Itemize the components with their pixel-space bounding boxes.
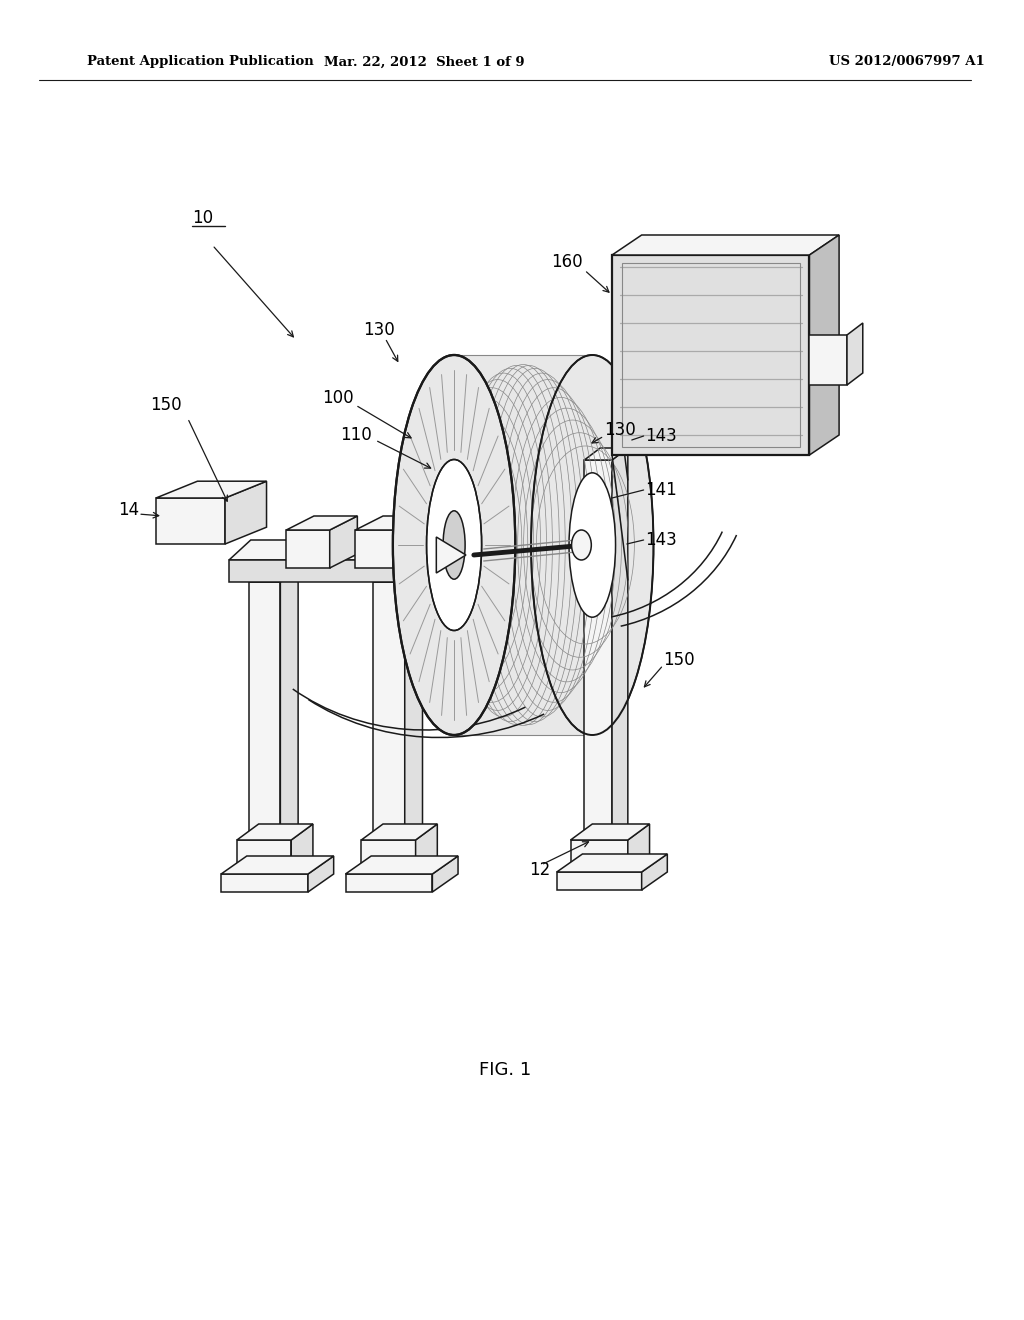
Polygon shape <box>225 482 266 544</box>
Ellipse shape <box>427 459 481 631</box>
Polygon shape <box>229 540 454 560</box>
Text: Mar. 22, 2012  Sheet 1 of 9: Mar. 22, 2012 Sheet 1 of 9 <box>325 55 524 69</box>
Polygon shape <box>373 568 423 582</box>
Polygon shape <box>291 824 313 874</box>
Polygon shape <box>628 824 649 873</box>
Text: 150: 150 <box>664 651 695 669</box>
Text: 14: 14 <box>119 502 139 519</box>
Polygon shape <box>355 516 426 531</box>
Polygon shape <box>156 498 225 544</box>
Polygon shape <box>612 235 839 255</box>
Text: 130: 130 <box>604 421 636 440</box>
Text: 141: 141 <box>645 480 677 499</box>
Polygon shape <box>249 568 298 582</box>
Polygon shape <box>237 824 313 840</box>
Polygon shape <box>570 824 649 840</box>
Text: 12: 12 <box>529 861 550 879</box>
Polygon shape <box>432 855 458 892</box>
Polygon shape <box>281 568 298 840</box>
Text: 110: 110 <box>341 426 373 444</box>
Polygon shape <box>361 824 437 840</box>
Ellipse shape <box>569 473 615 618</box>
Polygon shape <box>398 516 426 568</box>
Polygon shape <box>345 855 458 874</box>
Text: 143: 143 <box>645 426 677 445</box>
Polygon shape <box>287 516 357 531</box>
Polygon shape <box>249 582 281 840</box>
Polygon shape <box>585 459 612 840</box>
Text: 130: 130 <box>364 321 395 339</box>
Polygon shape <box>557 854 668 873</box>
Polygon shape <box>416 824 437 874</box>
Text: Patent Application Publication: Patent Application Publication <box>87 55 313 69</box>
Polygon shape <box>361 840 416 874</box>
Polygon shape <box>557 873 642 890</box>
Polygon shape <box>847 323 863 385</box>
Text: FIG. 1: FIG. 1 <box>479 1061 531 1078</box>
Polygon shape <box>308 855 334 892</box>
Polygon shape <box>330 516 357 568</box>
Ellipse shape <box>393 355 515 735</box>
Ellipse shape <box>571 531 591 560</box>
Polygon shape <box>156 482 266 498</box>
Polygon shape <box>221 855 334 874</box>
Polygon shape <box>237 840 291 874</box>
Polygon shape <box>436 537 466 573</box>
Polygon shape <box>809 335 847 385</box>
Text: 150: 150 <box>151 396 181 414</box>
Text: 143: 143 <box>645 531 677 549</box>
Polygon shape <box>404 568 423 840</box>
Polygon shape <box>287 531 330 568</box>
Ellipse shape <box>443 511 465 579</box>
Polygon shape <box>454 355 592 735</box>
Polygon shape <box>355 531 398 568</box>
Ellipse shape <box>531 355 653 735</box>
Polygon shape <box>221 874 308 892</box>
Polygon shape <box>345 874 432 892</box>
Polygon shape <box>432 540 454 582</box>
Polygon shape <box>373 582 404 840</box>
Polygon shape <box>585 447 628 459</box>
Text: US 2012/0067997 A1: US 2012/0067997 A1 <box>829 55 985 69</box>
Polygon shape <box>229 560 432 582</box>
Text: 10: 10 <box>193 209 214 227</box>
Polygon shape <box>642 854 668 890</box>
Polygon shape <box>612 447 628 840</box>
Text: 160: 160 <box>551 253 583 271</box>
Polygon shape <box>570 840 628 873</box>
Polygon shape <box>809 235 839 455</box>
Polygon shape <box>612 255 809 455</box>
Text: 100: 100 <box>322 389 353 407</box>
